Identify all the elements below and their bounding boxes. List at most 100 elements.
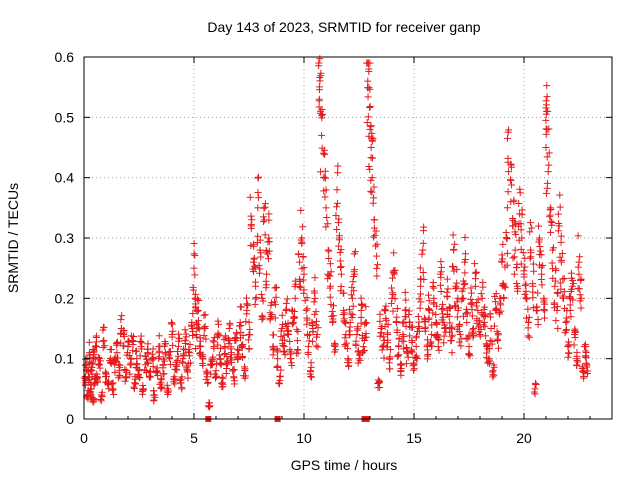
data-point [565,349,573,357]
data-point [152,369,160,377]
data-point [303,294,311,302]
data-point [324,246,332,254]
data-point [258,313,266,321]
data-point [433,331,441,339]
data-point [552,317,560,325]
data-point [453,313,461,321]
data-point [435,346,443,354]
data-point [514,287,522,295]
data-point [227,345,235,353]
data-point [468,289,476,297]
data-point [265,234,273,242]
data-point [160,342,168,350]
data-point [167,360,175,368]
data-point [198,359,206,367]
data-point [290,314,298,322]
data-point [446,304,454,312]
data-point [327,268,335,276]
data-point [329,302,337,310]
data-point [529,280,537,288]
data-point [325,247,333,255]
data-point [400,337,408,345]
data-point [536,242,544,250]
y-tick-label: 0.4 [55,170,75,186]
data-point [370,183,378,191]
data-point [293,326,301,334]
data-point [122,373,130,381]
data-point [290,319,298,327]
data-point [88,359,96,367]
data-point [448,349,456,357]
data-point [394,352,402,360]
data-point [295,250,303,258]
data-point [151,393,159,401]
data-point [566,301,574,309]
data-point [96,364,104,372]
data-point [455,338,463,346]
data-point [366,85,374,93]
data-point [121,366,129,374]
data-point [474,306,482,314]
data-point [474,296,482,304]
y-tick-label: 0.6 [55,49,75,65]
data-point [527,249,535,257]
data-point [469,326,477,334]
y-tick-label: 0 [66,411,74,427]
data-point [214,341,222,349]
data-point [296,275,304,283]
data-point [438,305,446,313]
data-point [547,228,555,236]
data-point [337,270,345,278]
data-point [521,290,529,298]
data-point [136,373,144,381]
data-point [551,277,559,285]
data-point [542,116,550,124]
data-point [440,332,448,340]
data-point [272,293,280,301]
data-point [376,383,384,391]
data-point [210,344,218,352]
data-point [503,204,511,212]
data-point [138,390,146,398]
data-point [255,173,263,181]
data-points [80,55,592,411]
data-point [524,324,532,332]
data-point [299,223,307,231]
data-point [297,236,305,244]
data-point [413,352,421,360]
data-point [468,312,476,320]
data-point [366,102,374,110]
data-point [430,284,438,292]
data-point [92,343,100,351]
data-point [310,298,318,306]
data-point [481,311,489,319]
data-point [499,240,507,248]
data-point [437,273,445,281]
data-point [230,366,238,374]
data-point [481,323,489,331]
data-point [311,274,319,282]
data-point [451,285,459,293]
data-point [303,314,311,322]
data-point [496,310,504,318]
data-point [407,323,415,331]
data-point [402,296,410,304]
data-point [99,337,107,345]
data-point [578,365,586,373]
data-point [348,294,356,302]
data-point [365,162,373,170]
y-axis-label: SRMTID / TECUs [5,183,21,293]
data-point [86,388,94,396]
data-point [509,254,517,262]
data-point [337,262,345,270]
data-point [521,281,529,289]
chart-title: Day 143 of 2023, SRMTID for receiver gan… [207,19,480,35]
data-point [92,332,100,340]
data-point [252,295,260,303]
data-point [556,279,564,287]
data-point [397,361,405,369]
data-point [256,236,264,244]
data-point [160,357,168,365]
data-point [257,290,265,298]
data-point [364,59,372,67]
